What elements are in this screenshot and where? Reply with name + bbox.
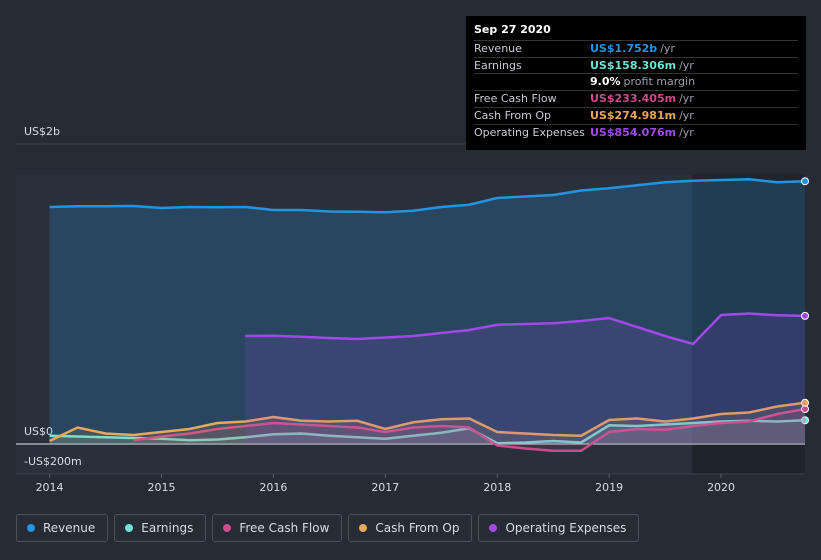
tooltip: Sep 27 2020 Revenue US$1.752b/yr Earnings U… [466,16,806,150]
tooltip-amount: US$1.752b [590,42,658,55]
y-tick-label: US$2b [24,125,60,138]
series-area [133,408,806,451]
legend-swatch [223,524,232,532]
tooltip-row: Earnings US$158.306m/yr [474,57,798,74]
tooltip-label: Cash From Op [474,109,552,122]
legend-label: Earnings [141,521,194,535]
legend-item[interactable]: Cash From Op [348,514,473,542]
tooltip-row: Free Cash Flow US$233.405m/yr [474,90,798,107]
legend-item[interactable]: Operating Expenses [478,514,640,542]
legend-item[interactable]: Earnings [114,514,207,542]
tooltip-amount: US$854.076m [590,126,677,139]
legend: Revenue Earnings Free Cash Flow Cash From O… [16,514,640,542]
tooltip-value: US$233.405m/yr [590,91,694,107]
series-area [49,179,806,444]
x-tick-label: 2019 [595,481,623,494]
series-line [133,407,806,452]
end-dot [801,311,809,320]
tooltip-amount: US$233.405m [590,92,677,105]
legend-swatch [359,524,368,532]
legend-item[interactable]: Free Cash Flow [212,514,343,542]
tooltip-amount: US$158.306m [590,59,677,72]
tooltip-amount: US$274.981m [590,109,677,122]
x-tick-label: 2015 [147,481,175,494]
legend-item[interactable]: Revenue [16,514,109,542]
legend-swatch [489,524,498,532]
legend-label: Cash From Op [375,521,460,535]
tooltip-label: Revenue [474,42,522,55]
legend-swatch [125,524,134,532]
x-tick-label: 2014 [36,481,64,494]
tooltip-row: Cash From Op US$274.981m/yr [474,107,798,124]
y-tick-label: US$0 [24,425,53,438]
legend-label: Free Cash Flow [239,521,330,535]
series-line [49,401,806,443]
tooltip-value: US$274.981m/yr [590,108,694,124]
tooltip-unit: profit margin [623,75,696,88]
series-line [49,177,806,214]
tooltip-label: Earnings [474,59,522,72]
tooltip-unit: /yr [679,59,694,72]
x-tick-label: 2016 [259,481,287,494]
tooltip-row: Operating Expenses US$854.076m/yr [474,124,798,141]
tooltip-unit: /yr [679,126,694,139]
tooltip-unit: /yr [679,92,694,105]
x-tick-label: 2020 [707,481,735,494]
tooltip-unit: /yr [660,42,675,55]
x-tick-label: 2018 [483,481,511,494]
legend-label: Operating Expenses [505,521,627,535]
legend-label: Revenue [43,521,96,535]
series-area [245,313,805,444]
y-tick-label: -US$200m [24,455,82,468]
tooltip-date: Sep 27 2020 [474,23,551,36]
tooltip-value: 9.0% profit margin [590,74,695,90]
legend-swatch [27,524,35,532]
tooltip-value: US$158.306m/yr [590,58,694,74]
end-dot [801,416,809,425]
series-line [49,419,806,445]
tooltip-unit: /yr [679,109,694,122]
end-dot [801,398,809,407]
tooltip-row: 9.0% profit margin [474,73,798,90]
x-tick-label: 2017 [371,481,399,494]
tooltip-label: Operating Expenses [474,126,585,139]
tooltip-value: US$1.752b/yr [590,41,675,57]
tooltip-amount: 9.0% [590,75,621,88]
tooltip-label: Free Cash Flow [474,92,557,105]
tooltip-value: US$854.076m/yr [590,125,694,141]
series-area [49,402,806,444]
end-dot [801,177,809,186]
series-line [245,312,806,346]
tooltip-row: Revenue US$1.752b/yr [474,40,798,57]
